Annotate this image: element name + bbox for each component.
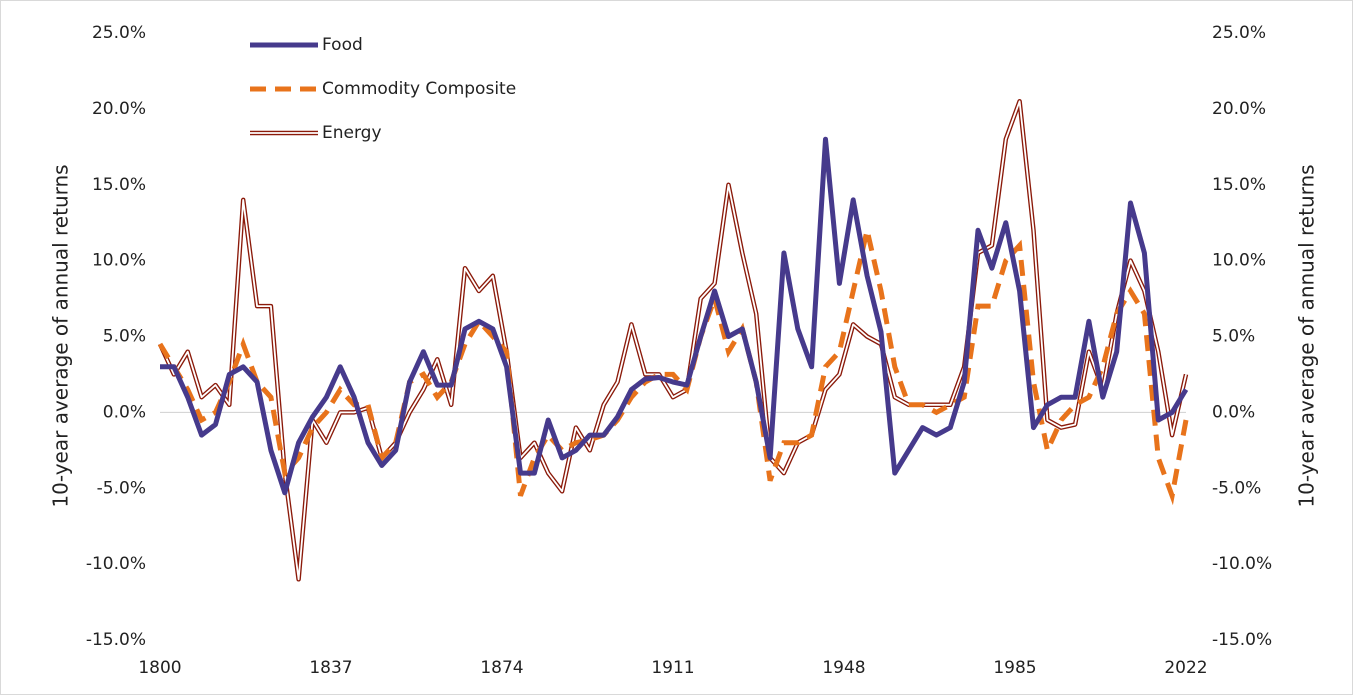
y-tick-label: 20.0% bbox=[92, 99, 146, 119]
y-tick-label: -5.0% bbox=[97, 478, 146, 498]
y-tick-label: -10.0% bbox=[86, 554, 146, 574]
x-tick-label: 1837 bbox=[309, 658, 352, 678]
y2-tick-label: 15.0% bbox=[1212, 175, 1266, 195]
y-tick-label: -15.0% bbox=[86, 630, 146, 650]
y2-tick-label: 25.0% bbox=[1212, 23, 1266, 43]
x-tick-label: 2022 bbox=[1164, 658, 1207, 678]
y-tick-label: 10.0% bbox=[92, 251, 146, 271]
line-food bbox=[160, 136, 1189, 496]
y2-tick-label: 20.0% bbox=[1212, 99, 1266, 119]
y2-tick-label: 10.0% bbox=[1212, 251, 1266, 271]
x-tick-label: 1874 bbox=[480, 658, 523, 678]
y2-tick-label: -10.0% bbox=[1212, 554, 1272, 574]
y-tick-label: 15.0% bbox=[92, 175, 146, 195]
x-tick-label: 1800 bbox=[138, 658, 181, 678]
y2-axis-title: 10-year average of annual returns bbox=[1295, 164, 1319, 507]
legend-label: Food bbox=[322, 35, 363, 55]
x-tick-label: 1985 bbox=[993, 658, 1036, 678]
x-tick-label: 1948 bbox=[822, 658, 865, 678]
y-tick-label: 25.0% bbox=[92, 23, 146, 43]
legend-label: Energy bbox=[322, 123, 382, 143]
y2-tick-label: 5.0% bbox=[1212, 327, 1255, 347]
y2-tick-label: -15.0% bbox=[1212, 630, 1272, 650]
y-tick-label: 5.0% bbox=[103, 327, 146, 347]
line-dashed bbox=[157, 229, 1189, 506]
y2-tick-label: 0.0% bbox=[1212, 402, 1255, 422]
y2-tick-label: -5.0% bbox=[1212, 478, 1261, 498]
y-axis-title: 10-year average of annual returns bbox=[49, 164, 73, 507]
y-tick-label: 0.0% bbox=[103, 402, 146, 422]
line-double-inner bbox=[159, 100, 1187, 581]
x-tick-label: 1911 bbox=[651, 658, 694, 678]
legend-label: Commodity Composite bbox=[322, 79, 516, 99]
